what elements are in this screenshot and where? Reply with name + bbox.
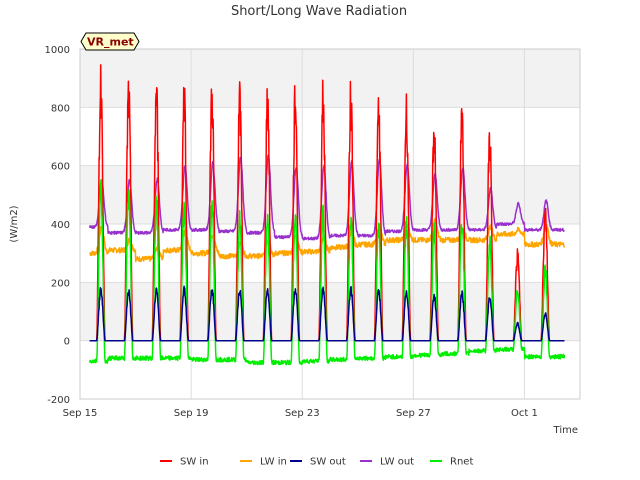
legend-label: LW out: [380, 457, 414, 468]
series-line-sw-out: [89, 285, 565, 342]
x-tick-label: Sep 15: [63, 408, 98, 419]
y-tick-label: 200: [51, 278, 70, 289]
y-tick-label: 800: [51, 103, 70, 114]
legend: SW in LW in SW out LW out Rnet: [160, 457, 473, 468]
band: [80, 49, 580, 108]
x-axis-label: Time: [553, 425, 578, 436]
y-tick-label: 600: [51, 162, 70, 173]
site-badge-label: VR_met: [87, 36, 134, 49]
chart-title: Short/Long Wave Radiation: [231, 4, 407, 19]
series-layer: [88, 64, 566, 366]
x-tick-label: Sep 19: [174, 408, 209, 419]
site-badge: VR_met: [80, 32, 140, 51]
y-axis-label: (W/m2): [9, 205, 20, 242]
x-tick-label: Sep 23: [285, 408, 320, 419]
band: [80, 282, 580, 341]
series-line-lw-out: [88, 154, 565, 241]
legend-label: LW in: [260, 457, 287, 468]
legend-label: Rnet: [450, 457, 473, 468]
y-tick-label: 0: [64, 337, 70, 348]
series-line-lw-in: [89, 217, 566, 263]
series-line-rnet: [88, 178, 566, 366]
axes: -200 0 200 400 600 800 1000 Sep 15 Sep 19 Sep 23 S…: [45, 45, 581, 419]
y-tick-label: -200: [47, 395, 70, 406]
legend-label: SW in: [180, 457, 209, 468]
band: [80, 165, 580, 224]
legend-label: SW out: [310, 457, 346, 468]
x-tick-label: Sep 27: [396, 408, 431, 419]
y-tick-label: 400: [51, 220, 70, 231]
y-tick-label: 1000: [45, 45, 70, 56]
x-tick-label: Oct 1: [511, 408, 538, 419]
plot-border: [79, 48, 581, 400]
site-badge-shape: [80, 32, 140, 51]
